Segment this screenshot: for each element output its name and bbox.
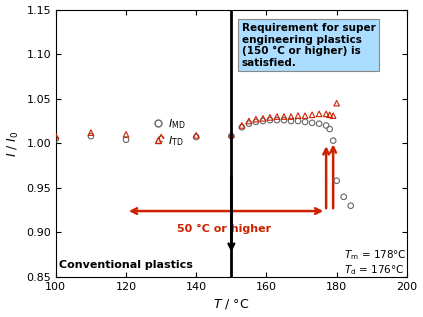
Point [316,121,322,126]
Point [326,126,333,132]
Point [302,120,308,125]
Point [88,130,94,135]
Point [347,203,354,208]
Point [323,123,330,128]
Point [309,120,316,125]
Point [88,134,94,139]
Point [253,117,259,122]
Point [274,114,280,119]
Legend: $I_\mathrm{MD}$, $I_\mathrm{TD}$: $I_\mathrm{MD}$, $I_\mathrm{TD}$ [153,117,186,148]
Point [333,100,340,106]
Point [302,113,308,118]
Point [158,136,165,141]
Y-axis label: $I$ / $I_0$: $I$ / $I_0$ [5,130,21,157]
Point [288,119,294,124]
Point [260,119,266,124]
Point [280,114,287,119]
Point [253,120,259,125]
Point [239,125,245,130]
Point [280,118,287,123]
Point [295,113,302,118]
Point [158,134,165,139]
Point [123,137,129,142]
Point [266,118,273,123]
Point [333,178,340,183]
Point [52,134,59,139]
Text: Requirement for super
engineering plastics
(150 °C or higher) is
satisfied.: Requirement for super engineering plasti… [242,23,376,68]
Point [239,123,245,128]
Point [52,136,59,141]
Point [193,133,200,138]
Point [295,119,302,124]
Point [323,111,330,116]
Point [288,114,294,119]
Point [326,112,333,117]
Point [260,116,266,121]
Point [309,112,316,117]
Point [330,138,337,143]
Point [316,111,322,116]
Point [245,119,252,124]
Point [274,118,280,123]
Point [193,134,200,139]
Point [245,121,252,126]
Point [228,132,235,137]
X-axis label: $T$ / °C: $T$ / °C [213,297,250,311]
Text: Conventional plastics: Conventional plastics [59,260,193,270]
Point [228,134,235,139]
Point [330,113,337,118]
Point [341,194,347,199]
Text: $T_\mathrm{d}$ = 176°C: $T_\mathrm{d}$ = 176°C [344,264,404,277]
Text: 50 °C or higher: 50 °C or higher [177,223,272,234]
Text: $T_\mathrm{m}$ = 178°C: $T_\mathrm{m}$ = 178°C [344,249,407,262]
Point [266,115,273,120]
Point [123,132,129,137]
